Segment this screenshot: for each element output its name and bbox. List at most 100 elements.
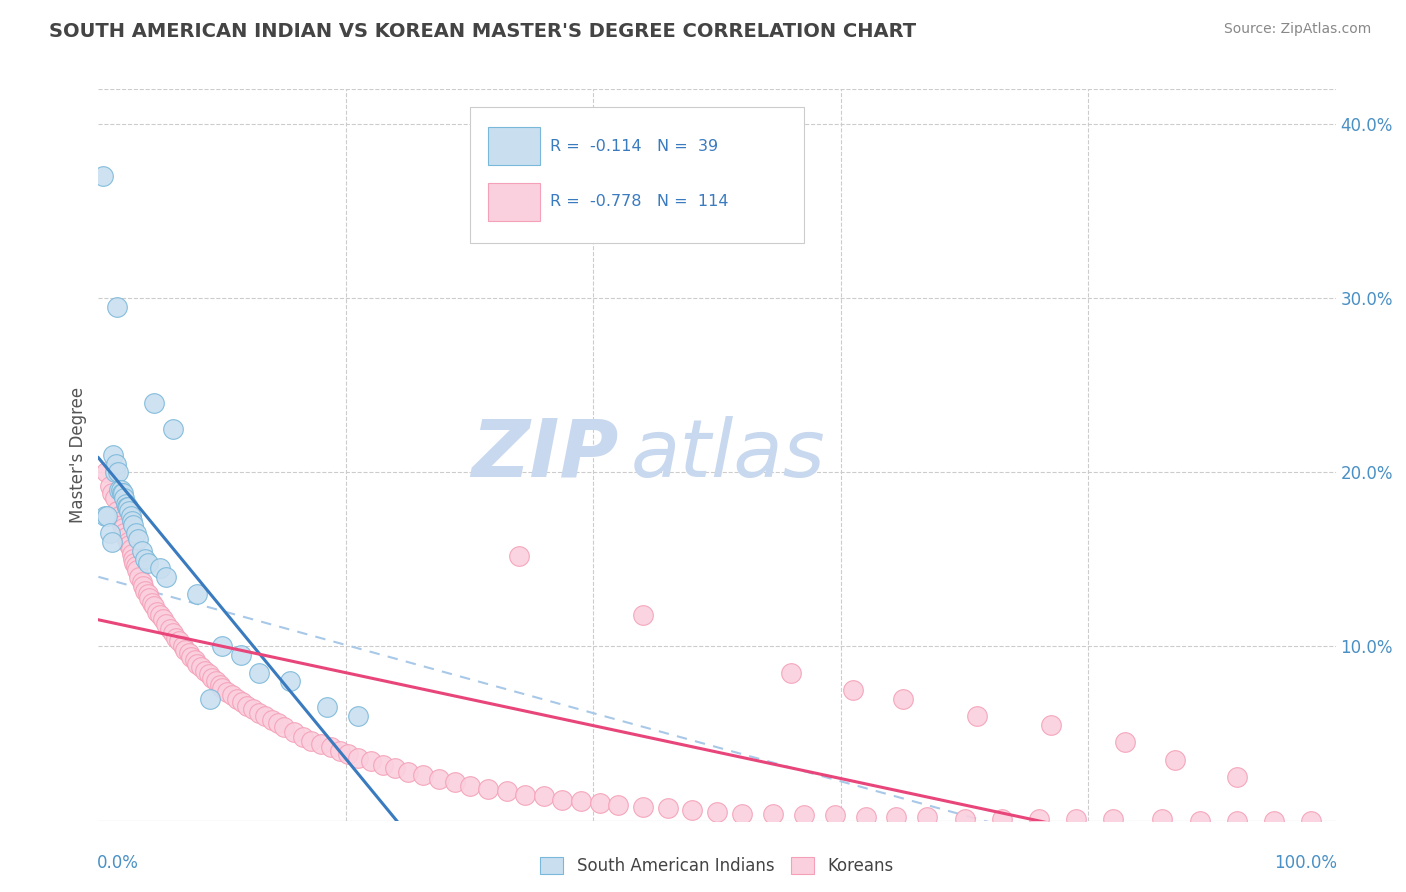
Text: R =  -0.114   N =  39: R = -0.114 N = 39 bbox=[550, 139, 718, 153]
Point bbox=[396, 764, 419, 779]
Point bbox=[508, 549, 530, 563]
Point bbox=[107, 466, 129, 480]
Point bbox=[162, 625, 184, 640]
Point bbox=[112, 491, 135, 506]
Point bbox=[177, 647, 200, 661]
Point bbox=[299, 733, 322, 747]
Point bbox=[953, 812, 976, 826]
Point bbox=[180, 649, 202, 664]
Point bbox=[128, 570, 150, 584]
Point bbox=[174, 643, 197, 657]
Point bbox=[155, 570, 177, 584]
Point bbox=[631, 799, 654, 814]
Point bbox=[127, 532, 149, 546]
Point bbox=[121, 514, 143, 528]
Point bbox=[208, 678, 231, 692]
Point bbox=[242, 702, 264, 716]
Point bbox=[93, 169, 115, 184]
Point bbox=[118, 503, 141, 517]
Point bbox=[165, 631, 187, 645]
Point bbox=[103, 448, 125, 462]
Text: ZIP: ZIP bbox=[471, 416, 619, 494]
Point bbox=[134, 552, 156, 566]
Point bbox=[990, 812, 1012, 826]
Point bbox=[124, 526, 146, 541]
Point bbox=[112, 521, 135, 535]
Point bbox=[477, 782, 499, 797]
Y-axis label: Master's Degree: Master's Degree bbox=[69, 387, 87, 523]
Point bbox=[681, 803, 703, 817]
Point bbox=[117, 535, 139, 549]
Point bbox=[886, 810, 908, 824]
Point bbox=[138, 591, 160, 605]
Text: 100.0%: 100.0% bbox=[1274, 854, 1337, 871]
Point bbox=[143, 599, 166, 614]
Point bbox=[1226, 814, 1249, 828]
Point bbox=[197, 667, 219, 681]
Point bbox=[172, 640, 194, 654]
Point bbox=[149, 561, 172, 575]
Point bbox=[205, 674, 228, 689]
Point bbox=[110, 483, 132, 497]
Point bbox=[186, 587, 208, 601]
Point bbox=[515, 788, 537, 802]
Point bbox=[114, 530, 136, 544]
Point bbox=[103, 466, 125, 480]
Point bbox=[260, 713, 283, 727]
Point bbox=[124, 559, 146, 574]
Point bbox=[657, 801, 679, 815]
FancyBboxPatch shape bbox=[470, 108, 804, 243]
Point bbox=[152, 612, 174, 626]
Point bbox=[101, 535, 124, 549]
Point bbox=[793, 808, 815, 822]
Point bbox=[211, 640, 233, 654]
Point bbox=[780, 665, 803, 680]
Point bbox=[283, 724, 305, 739]
Point bbox=[118, 539, 141, 553]
Point bbox=[278, 674, 301, 689]
Point bbox=[267, 716, 290, 731]
Point bbox=[1064, 812, 1087, 826]
Point bbox=[706, 805, 728, 819]
Point bbox=[101, 486, 124, 500]
Point bbox=[966, 709, 988, 723]
Point bbox=[347, 709, 370, 723]
Point bbox=[131, 543, 153, 558]
Point bbox=[122, 517, 145, 532]
Point bbox=[190, 660, 212, 674]
Point bbox=[458, 779, 481, 793]
Text: atlas: atlas bbox=[630, 416, 825, 494]
Point bbox=[569, 795, 592, 809]
Point bbox=[427, 772, 450, 786]
Point bbox=[136, 587, 159, 601]
Point bbox=[917, 810, 939, 824]
Text: Source: ZipAtlas.com: Source: ZipAtlas.com bbox=[1223, 22, 1371, 37]
Point bbox=[254, 709, 277, 723]
Point bbox=[319, 740, 342, 755]
Point bbox=[111, 517, 134, 532]
Text: R =  -0.778   N =  114: R = -0.778 N = 114 bbox=[550, 194, 728, 210]
Point bbox=[1263, 814, 1285, 828]
Point bbox=[198, 691, 221, 706]
Point bbox=[533, 789, 555, 804]
Point bbox=[891, 691, 914, 706]
Point bbox=[108, 508, 131, 523]
Point bbox=[105, 503, 128, 517]
Point bbox=[1299, 814, 1322, 828]
Point bbox=[132, 578, 155, 592]
Point bbox=[1114, 735, 1136, 749]
Point bbox=[145, 605, 167, 619]
Point bbox=[371, 758, 394, 772]
Point bbox=[762, 806, 785, 821]
Point bbox=[631, 608, 654, 623]
Point bbox=[855, 810, 877, 824]
Point bbox=[124, 556, 146, 570]
Point bbox=[114, 497, 136, 511]
Point bbox=[201, 671, 224, 685]
Point bbox=[108, 483, 131, 497]
Point bbox=[1028, 812, 1050, 826]
Point bbox=[443, 775, 465, 789]
Point bbox=[731, 806, 754, 821]
Legend: South American Indians, Koreans: South American Indians, Koreans bbox=[533, 850, 901, 882]
Point bbox=[551, 793, 574, 807]
